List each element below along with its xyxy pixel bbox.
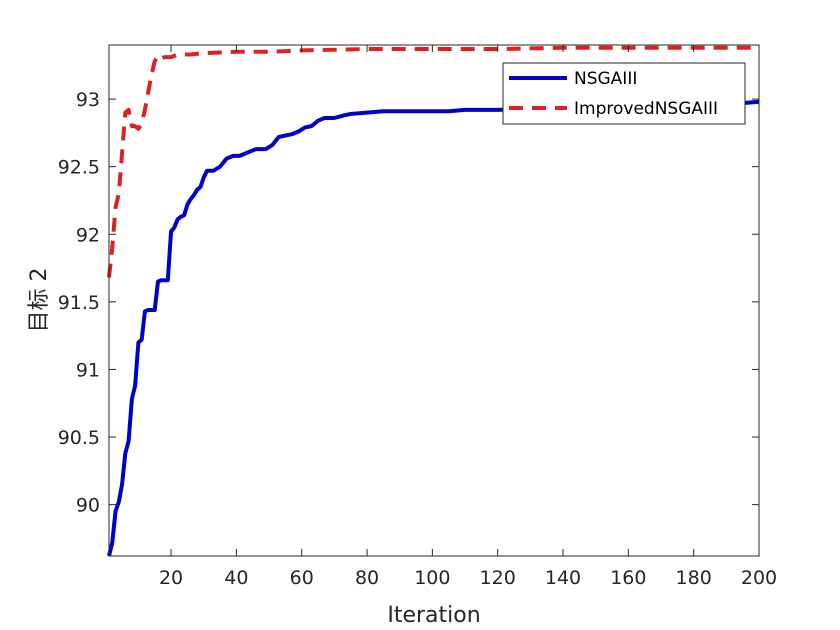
x-tick-label: 80 <box>355 567 379 589</box>
y-tick-label: 92.5 <box>58 157 100 179</box>
x-tick-label: 60 <box>290 567 314 589</box>
x-axis-title: Iteration <box>387 603 480 628</box>
x-tick-label: 120 <box>480 567 516 589</box>
series-line-improvednsgaiii <box>107 45 759 278</box>
y-axis-title: 目标 2 <box>27 268 52 333</box>
y-tick-label: 91.5 <box>58 292 100 314</box>
series-layer <box>107 45 760 557</box>
y-tick-label: 92 <box>76 224 100 246</box>
legend-box <box>502 62 746 125</box>
legend-label-improvednsgaiii: ImprovedNSGAIII <box>574 99 718 119</box>
y-tick-label: 90 <box>76 495 100 517</box>
x-tick-label: 40 <box>224 567 248 589</box>
x-tick-label: 100 <box>414 567 450 589</box>
x-tick-label: 140 <box>545 567 581 589</box>
y-tick-label: 90.5 <box>58 427 100 449</box>
x-tick-label: 160 <box>610 567 646 589</box>
x-tick-label: 180 <box>676 567 712 589</box>
plot-background <box>109 45 759 556</box>
series-line-nsgaiii <box>107 99 760 557</box>
legend-label-nsgaiii: NSGAIII <box>574 69 637 89</box>
x-tick-label: 20 <box>159 567 183 589</box>
x-tick-label: 200 <box>741 567 777 589</box>
ticks-layer: 20 40 60 80 100 120 140 160 180 200 90 90.5 91 91.5 92… <box>58 45 777 589</box>
y-tick-label: 93 <box>76 89 100 111</box>
legend: NSGAIII ImprovedNSGAIII <box>502 62 746 125</box>
plot-frame <box>108 44 760 557</box>
y-tick-label: 91 <box>76 359 100 381</box>
